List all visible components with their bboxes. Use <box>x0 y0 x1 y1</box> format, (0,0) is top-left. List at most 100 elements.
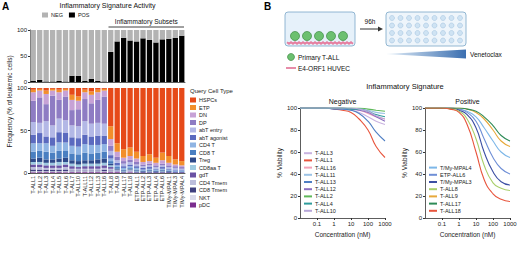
svg-text:T-ALL16: T-ALL16 <box>101 176 107 197</box>
svg-text:T-ALL18: T-ALL18 <box>440 208 461 214</box>
svg-text:Negative: Negative <box>329 98 357 106</box>
svg-text:ETP-ALL1: ETP-ALL1 <box>134 176 140 201</box>
svg-text:T/My-MPAL3: T/My-MPAL3 <box>440 179 472 185</box>
svg-text:10: 10 <box>348 221 355 227</box>
svg-text:80: 80 <box>290 127 297 133</box>
svg-text:T-ALL8: T-ALL8 <box>108 176 114 194</box>
svg-text:T-ALL13: T-ALL13 <box>95 176 101 197</box>
svg-text:CD8 Tmem: CD8 Tmem <box>199 187 227 193</box>
svg-text:HSPCs: HSPCs <box>199 97 217 103</box>
svg-text:CD4 T: CD4 T <box>199 142 215 148</box>
svg-text:DP: DP <box>199 120 207 126</box>
svg-text:50: 50 <box>20 53 27 59</box>
svg-text:% Viability: % Viability <box>401 147 409 178</box>
svg-text:T/My-MPAL3: T/My-MPAL3 <box>172 176 178 208</box>
svg-text:T-ALL11: T-ALL11 <box>315 172 335 178</box>
svg-text:T-ALL8: T-ALL8 <box>440 186 458 192</box>
svg-text:NEG: NEG <box>51 12 63 18</box>
svg-text:ETP-ALL6: ETP-ALL6 <box>159 176 165 201</box>
svg-text:80: 80 <box>415 127 422 133</box>
svg-text:T-ALL12: T-ALL12 <box>88 176 94 197</box>
svg-text:0: 0 <box>294 215 298 221</box>
svg-text:60: 60 <box>290 149 297 155</box>
svg-text:CD8 T: CD8 T <box>199 150 215 156</box>
svg-text:Positive: Positive <box>455 98 480 105</box>
svg-text:0.1: 0.1 <box>313 221 322 227</box>
svg-text:T-ALL11: T-ALL11 <box>82 176 88 196</box>
svg-text:Venetoclax: Venetoclax <box>470 51 503 58</box>
svg-text:T/My-MPAL1: T/My-MPAL1 <box>166 176 172 208</box>
svg-text:T-ALL1: T-ALL1 <box>30 176 36 194</box>
svg-text:abT entry: abT entry <box>199 127 222 133</box>
svg-text:50: 50 <box>20 128 27 134</box>
svg-text:Inflammatory Subsets: Inflammatory Subsets <box>115 18 179 26</box>
svg-text:Concentration (nM): Concentration (nM) <box>315 231 371 239</box>
svg-text:T-ALL3: T-ALL3 <box>43 176 49 194</box>
svg-text:0: 0 <box>419 215 423 221</box>
svg-text:20: 20 <box>415 193 422 199</box>
svg-text:Primary T-ALL: Primary T-ALL <box>298 54 340 62</box>
svg-text:100: 100 <box>363 221 374 227</box>
svg-text:Treg: Treg <box>199 157 210 163</box>
svg-text:ETP-ALL2: ETP-ALL2 <box>140 176 146 201</box>
svg-text:Inflammatory Signature Activit: Inflammatory Signature Activity <box>59 2 156 10</box>
svg-text:T-ALL13: T-ALL13 <box>315 179 336 185</box>
svg-text:1: 1 <box>332 221 336 227</box>
svg-text:T/My-MPAL4: T/My-MPAL4 <box>440 165 472 171</box>
svg-text:T/My-MPAL4: T/My-MPAL4 <box>179 176 185 208</box>
svg-text:gdT: gdT <box>199 172 209 178</box>
svg-text:100: 100 <box>287 105 298 111</box>
svg-text:Query Cell Type: Query Cell Type <box>190 88 234 94</box>
svg-text:Concentration (nM): Concentration (nM) <box>440 231 496 239</box>
svg-text:T-ALL4: T-ALL4 <box>315 201 333 207</box>
svg-text:ETP-ALL4: ETP-ALL4 <box>153 176 159 201</box>
svg-text:CD4 Tmem: CD4 Tmem <box>199 180 227 186</box>
svg-text:A: A <box>2 1 9 12</box>
svg-text:T-ALL12: T-ALL12 <box>315 186 336 192</box>
svg-text:CD8aa T: CD8aa T <box>199 165 222 171</box>
svg-text:B: B <box>264 1 271 12</box>
svg-text:T-ALL10: T-ALL10 <box>75 176 81 197</box>
svg-text:T-ALL9: T-ALL9 <box>440 193 458 199</box>
svg-text:10: 10 <box>473 221 480 227</box>
svg-text:ETP: ETP <box>199 105 210 111</box>
svg-text:Frequency (% of leukemic cells: Frequency (% of leukemic cells) <box>6 55 14 147</box>
svg-text:100: 100 <box>488 221 499 227</box>
svg-text:T-ALL1: T-ALL1 <box>315 157 333 163</box>
svg-text:T-ALL4: T-ALL4 <box>50 176 56 194</box>
svg-text:96h: 96h <box>365 18 376 25</box>
svg-text:100: 100 <box>17 27 28 33</box>
svg-text:T-ALL6: T-ALL6 <box>63 176 69 194</box>
svg-text:T-ALL5: T-ALL5 <box>56 176 62 194</box>
svg-text:20: 20 <box>290 193 297 199</box>
svg-text:T-ALL7: T-ALL7 <box>69 176 75 194</box>
svg-text:ETP-ALL3: ETP-ALL3 <box>146 176 152 201</box>
svg-text:abT agonist: abT agonist <box>199 135 228 141</box>
svg-text:60: 60 <box>415 149 422 155</box>
svg-text:1000: 1000 <box>503 221 517 227</box>
svg-text:T-ALL18: T-ALL18 <box>127 176 133 197</box>
svg-text:T-ALL10: T-ALL10 <box>315 208 336 214</box>
svg-text:40: 40 <box>415 171 422 177</box>
svg-text:T-ALL16: T-ALL16 <box>315 165 336 171</box>
svg-text:40: 40 <box>290 171 297 177</box>
svg-text:T-ALL2: T-ALL2 <box>37 176 43 194</box>
svg-text:pDC: pDC <box>199 202 210 208</box>
svg-text:ETP-ALL6: ETP-ALL6 <box>440 172 465 178</box>
svg-text:T-ALL17: T-ALL17 <box>121 176 127 197</box>
svg-text:NKT: NKT <box>199 195 211 201</box>
svg-text:0: 0 <box>24 170 28 176</box>
svg-text:0.1: 0.1 <box>438 221 447 227</box>
svg-text:T-ALL9: T-ALL9 <box>114 176 120 194</box>
svg-text:Inflammatory Signature: Inflammatory Signature <box>366 82 444 91</box>
svg-text:E4-ORF1 HUVEC: E4-ORF1 HUVEC <box>298 65 350 72</box>
svg-text:100: 100 <box>412 105 423 111</box>
svg-text:DN: DN <box>199 112 207 118</box>
svg-text:100: 100 <box>17 85 28 91</box>
svg-text:T-ALL2: T-ALL2 <box>315 193 333 199</box>
svg-text:T-ALL17: T-ALL17 <box>440 201 461 207</box>
svg-text:POS: POS <box>78 12 90 18</box>
svg-text:1000: 1000 <box>378 221 392 227</box>
svg-text:T-ALL3: T-ALL3 <box>315 150 333 156</box>
svg-text:1: 1 <box>457 221 461 227</box>
